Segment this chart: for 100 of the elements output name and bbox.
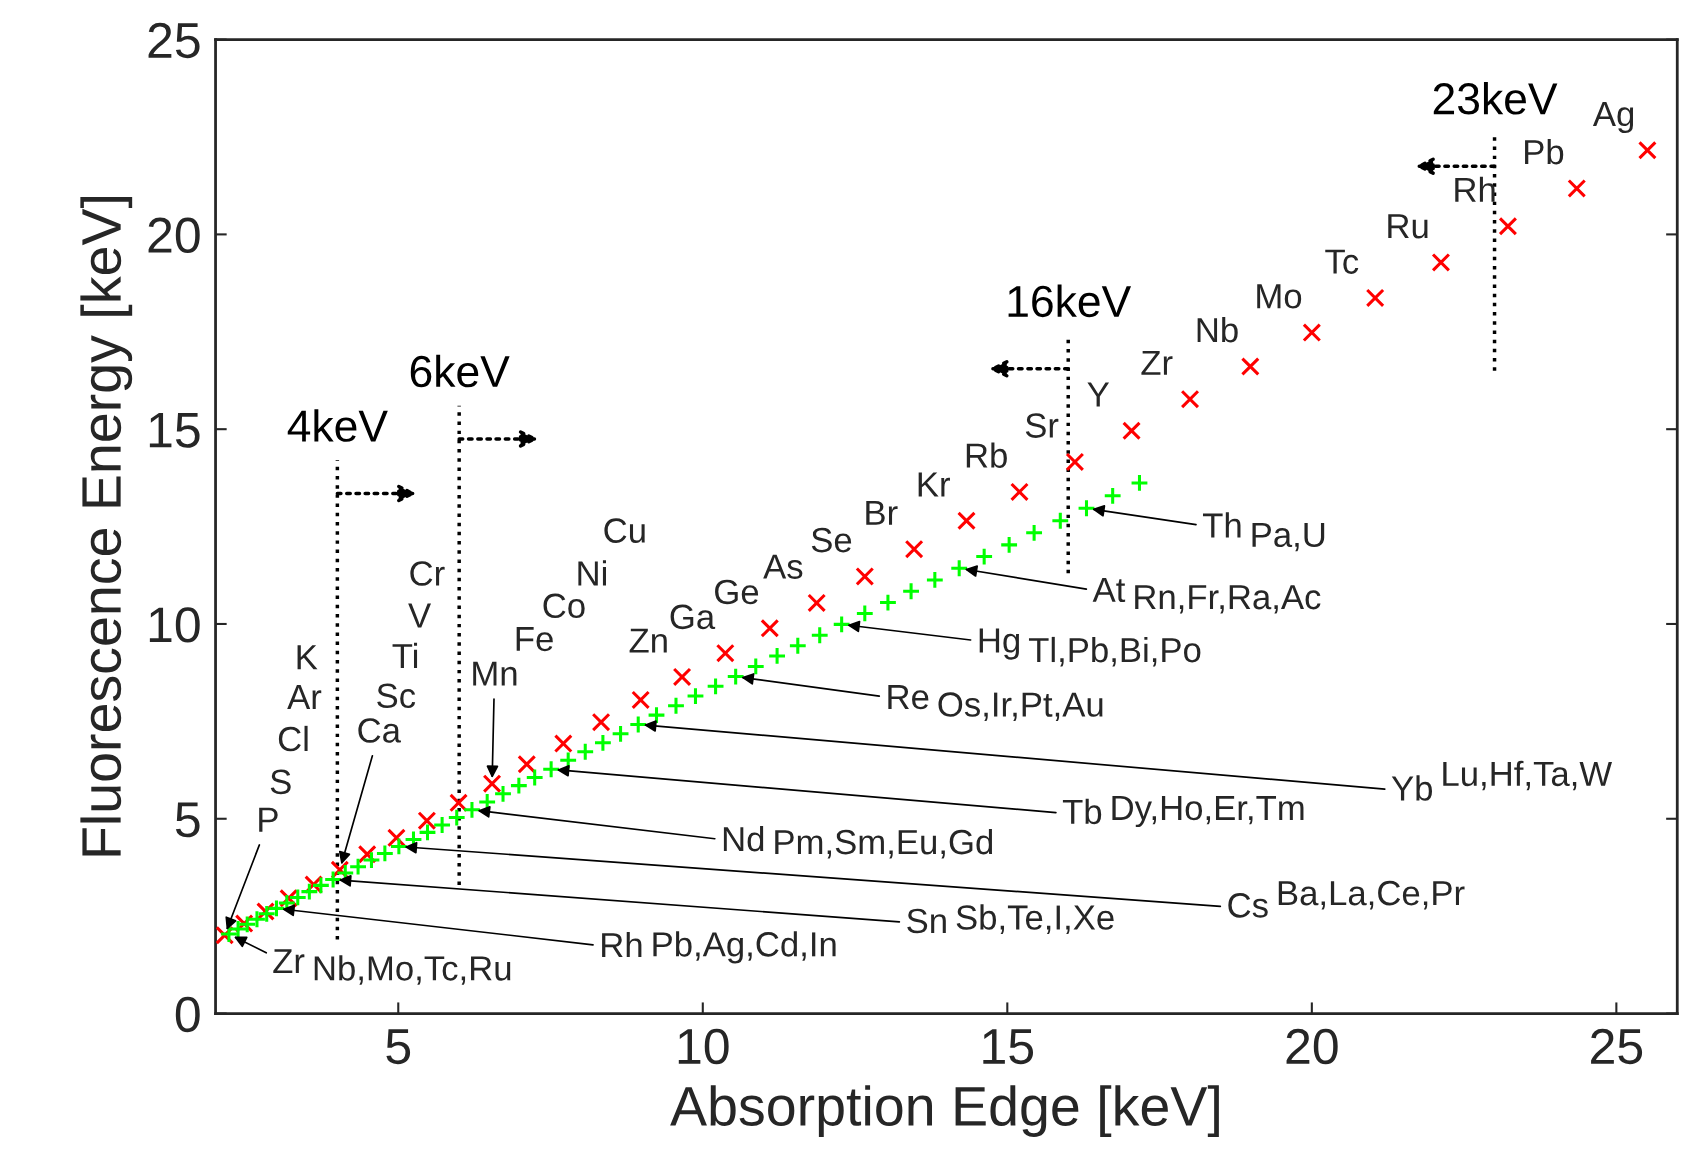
annotation: P [259, 807, 278, 832]
annotation: Cr [410, 561, 445, 586]
y-tick-label: 20 [148, 217, 200, 254]
point [418, 822, 437, 842]
point [611, 724, 631, 744]
annotation: Zr [273, 949, 305, 974]
ref-line-label: 4keV [287, 409, 388, 442]
point [1024, 523, 1044, 543]
annotation: Se [811, 527, 852, 553]
annotation: V [408, 603, 432, 628]
point [957, 511, 976, 531]
point [386, 828, 406, 848]
point [1050, 511, 1070, 531]
point [1103, 486, 1123, 506]
annotation: Co [543, 593, 585, 619]
point [462, 800, 482, 820]
point [760, 618, 780, 638]
point [832, 614, 852, 634]
point [362, 850, 381, 870]
annotation: Rh [1455, 176, 1495, 202]
point [767, 646, 787, 666]
annotation: Ge [715, 579, 759, 605]
annotation: S [270, 769, 291, 795]
annotation: Ar [287, 685, 322, 709]
annotation: Yb [1391, 775, 1433, 801]
annotation: Nb,Mo,Tc,Ru [314, 955, 511, 985]
point [686, 686, 705, 706]
annotation: Pb [1525, 138, 1564, 165]
point [1431, 253, 1451, 272]
annotation: Hg [979, 628, 1020, 660]
annotation: Re [888, 685, 929, 710]
annotation: Cu [604, 518, 645, 543]
point [591, 712, 611, 732]
point [999, 535, 1019, 555]
x-axis-title: Absorption Edge [keV] [670, 1085, 1219, 1137]
annotation: Tb [1062, 798, 1102, 825]
point [432, 815, 452, 835]
point [1365, 288, 1385, 308]
annotation: Rn,Fr,Ra,Ac [1135, 585, 1321, 614]
point [541, 759, 561, 779]
point [1567, 178, 1587, 198]
annotation: Nd [723, 825, 764, 852]
annotation: Cs [1228, 893, 1268, 918]
annotation: K [297, 645, 318, 670]
point [901, 581, 921, 601]
annotation: Y [1087, 382, 1110, 407]
point [855, 604, 875, 623]
annotation: Cl [278, 725, 308, 752]
point [706, 676, 726, 696]
ref-line-label: 23keV [1433, 81, 1558, 115]
annotation: Mo [1257, 284, 1302, 309]
x-tick-label: 5 [386, 1029, 411, 1065]
annotation: Sr [1025, 413, 1059, 438]
point [389, 836, 409, 856]
annotation: Ti [392, 642, 418, 669]
y-tick-label: 0 [175, 996, 200, 1033]
annotation: Pm,Sm,Eu,Gd [775, 828, 993, 859]
point [482, 774, 502, 794]
ref-line-label: 6keV [410, 354, 510, 388]
point [1077, 498, 1096, 518]
point [726, 667, 746, 687]
point [525, 768, 545, 787]
annotation: Sb,Te,I,Xe [956, 904, 1114, 934]
annotation: Br [866, 500, 898, 525]
annotation: Tc [1325, 249, 1359, 274]
point [593, 733, 613, 753]
annotation: Rb [966, 442, 1007, 468]
annotation: Ba,La,Ce,Pr [1278, 880, 1465, 910]
y-tick-label: 10 [149, 607, 200, 643]
annotation: Fe [516, 626, 553, 652]
point [417, 811, 437, 831]
point [493, 784, 513, 804]
annotation: Pa,U [1252, 522, 1325, 552]
x-tick-label: 25 [1591, 1028, 1643, 1065]
point [447, 808, 467, 828]
point [974, 547, 994, 567]
point [788, 636, 808, 656]
point [904, 539, 924, 559]
point [949, 558, 969, 578]
point [1637, 140, 1657, 160]
y-axis-title: Fluorescence Energy [keV] [80, 197, 133, 856]
annotation: Pb,Ag,Cd,In [653, 931, 836, 964]
y-tick-label: 15 [149, 412, 200, 448]
x-tick-label: 10 [678, 1028, 729, 1065]
annotation: Os,Ir,Pt,Au [938, 692, 1103, 721]
annotation: Rh [602, 931, 642, 958]
point [878, 593, 898, 612]
point [1130, 473, 1149, 493]
point [348, 857, 368, 877]
annotation: Dy,Ho,Er,Tm [1112, 796, 1304, 828]
point [666, 696, 686, 716]
point [1180, 389, 1200, 409]
point [631, 690, 651, 710]
point [517, 754, 537, 774]
point [1240, 357, 1260, 376]
point [672, 667, 692, 687]
annotation: Ca [358, 718, 401, 743]
point [553, 734, 573, 754]
annotation: Sc [377, 683, 416, 709]
x-tick-label: 20 [1286, 1028, 1338, 1065]
